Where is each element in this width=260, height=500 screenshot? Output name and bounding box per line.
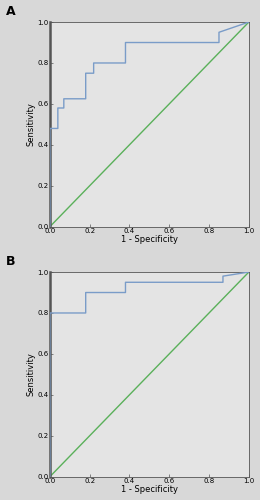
X-axis label: 1 - Specificity: 1 - Specificity — [121, 486, 178, 494]
Text: B: B — [6, 255, 16, 268]
X-axis label: 1 - Specificity: 1 - Specificity — [121, 236, 178, 244]
Y-axis label: Sensitivity: Sensitivity — [27, 102, 36, 146]
Y-axis label: Sensitivity: Sensitivity — [27, 352, 36, 397]
Text: A: A — [6, 5, 16, 18]
